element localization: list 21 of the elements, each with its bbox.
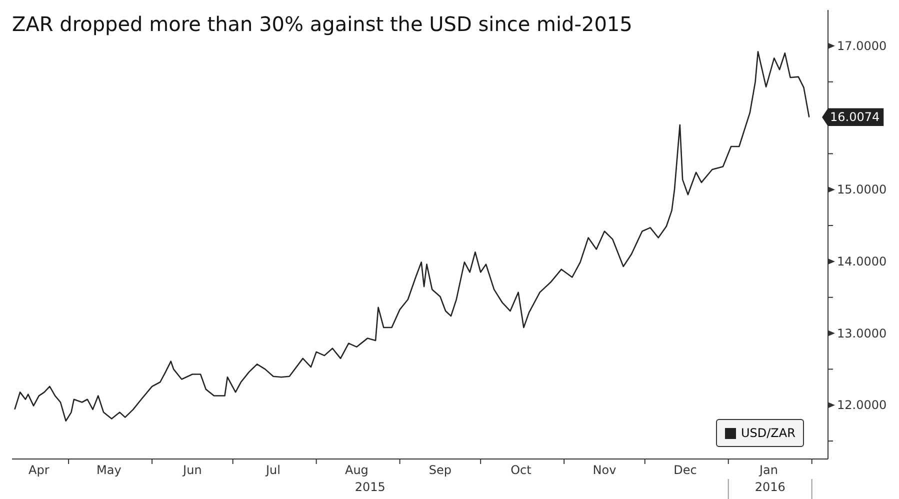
line-series xyxy=(14,51,810,422)
y-tick-label: 12.0000 xyxy=(837,398,887,412)
x-tick-label: May xyxy=(96,463,122,477)
chart-title: ZAR dropped more than 30% against the USD since mid-2015 xyxy=(12,12,632,36)
text: 2016 xyxy=(754,480,786,494)
y-tick-label: 13.0000 xyxy=(837,326,887,340)
x-tick-label: Dec xyxy=(674,463,697,477)
text: 2015 xyxy=(354,480,386,494)
x-tick-label: Jan xyxy=(758,463,778,477)
x-tick-label: Jul xyxy=(264,463,280,477)
y-tick-label: 17.0000 xyxy=(837,38,887,53)
x-tick-label: Nov xyxy=(592,463,616,477)
y-tick-label: 14.0000 xyxy=(837,254,887,268)
legend-label: USD/ZAR xyxy=(741,426,796,440)
x-tick-label: Apr xyxy=(28,463,50,477)
x-tick-label: Aug xyxy=(344,463,368,477)
data-label: 16.0074 xyxy=(822,108,884,126)
y-tick-label: 15.0000 xyxy=(837,182,887,197)
x-tick-label: Jun xyxy=(182,463,202,477)
x-tick-label: Oct xyxy=(510,463,532,477)
x-tick-label: Sep xyxy=(428,463,452,477)
